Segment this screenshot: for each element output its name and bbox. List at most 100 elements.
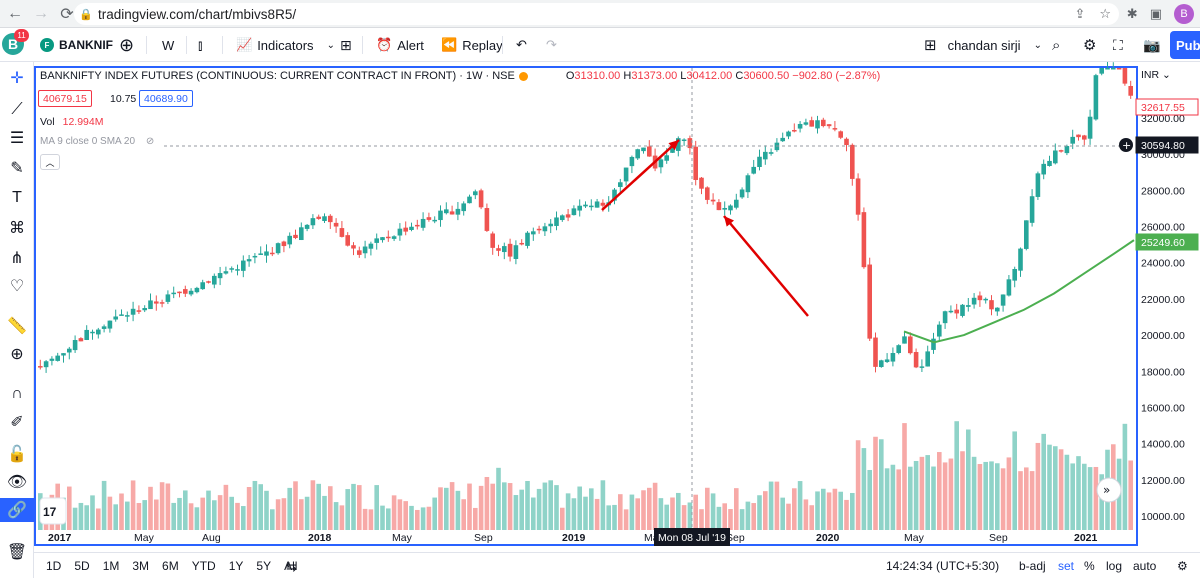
add-alert-icon[interactable] [1119, 138, 1133, 152]
volume-bar [339, 505, 345, 530]
range-button-3m[interactable]: 3M [132, 558, 150, 573]
range-button-1d[interactable]: 1D [46, 558, 62, 573]
redo-icon[interactable]: ↷ [546, 37, 557, 52]
percent-toggle[interactable]: % [1084, 559, 1095, 573]
text-tool-icon[interactable]: T [12, 189, 22, 206]
volume-bar [531, 497, 536, 530]
magnet-icon[interactable]: ∩ [11, 385, 23, 402]
clock-time[interactable]: 14:24:34 (UTC+5:30) [886, 559, 1000, 573]
range-button-5y[interactable]: 5Y [256, 558, 272, 573]
volume-bar [391, 495, 397, 530]
chart-area[interactable]: 32000.00 30000.00 28000.00 26000.00 24000.00… [34, 62, 1200, 548]
candle-body [1000, 294, 1006, 306]
candle-body [328, 215, 333, 223]
symbol-search[interactable]: F BANKNIF [40, 28, 113, 62]
range-button-1m[interactable]: 1M [102, 558, 120, 573]
publish-button[interactable]: Pub [1170, 31, 1200, 59]
log-toggle[interactable]: log [1106, 559, 1123, 573]
replay-button[interactable]: ⏪ Replay [441, 28, 503, 62]
camera-icon[interactable]: 📷 [1143, 36, 1161, 53]
date-range-icon[interactable]: ⇆ [286, 559, 297, 574]
volume-bar [1082, 463, 1087, 530]
sell-price-button[interactable]: 40679.15 [38, 90, 92, 107]
chevron-down-icon: ⌄ [1033, 39, 1042, 51]
undo-icon[interactable]: ↶ [516, 37, 527, 52]
compare-plus-icon[interactable]: ⊕ [119, 34, 135, 55]
volume-bar [177, 497, 182, 530]
volume-bar [821, 488, 826, 530]
prediction-icon[interactable]: ⋔ [10, 250, 24, 267]
collapse-legend-icon[interactable]: ︿ [40, 154, 60, 170]
candle-body [908, 336, 913, 354]
heart-icon[interactable]: ♡ [9, 278, 25, 295]
volume-bar [438, 487, 443, 530]
scroll-realtime-button[interactable] [1096, 477, 1122, 503]
reload-icon[interactable]: ⟳ [60, 5, 74, 23]
lock-icon[interactable]: 🔓 [7, 446, 27, 463]
forward-arrow-icon[interactable]: → [33, 4, 49, 22]
candle-body [444, 209, 449, 214]
volume-bar [223, 484, 229, 530]
range-button-6m[interactable]: 6M [162, 558, 179, 573]
brush-icon[interactable]: ✎ [10, 160, 24, 177]
pattern-icon[interactable]: ⌘ [9, 220, 25, 237]
link-icon[interactable]: 🔗 [0, 498, 34, 522]
candle-body [519, 242, 524, 245]
back-arrow-icon[interactable]: ← [7, 4, 23, 22]
volume-bar [299, 499, 304, 530]
candle-body [1006, 279, 1012, 296]
candle-body [200, 282, 205, 290]
crosshair-icon[interactable]: ✛ [10, 70, 24, 87]
candle-body [832, 128, 838, 130]
badj-toggle[interactable]: b-adj [1019, 559, 1046, 573]
chart-canvas[interactable]: 32000.0030000.0028000.0026000.0024000.00… [34, 62, 1200, 548]
candle-body [879, 360, 884, 368]
alarm-clock-icon: ⏰ [376, 37, 393, 52]
eye-hidden-icon[interactable]: ⊘ [145, 136, 155, 147]
share-icon[interactable]: ⇪ [1074, 6, 1086, 21]
auto-toggle[interactable]: auto [1133, 559, 1157, 573]
volume-bar [264, 490, 269, 530]
settings-gear-icon[interactable]: ⚙ [1083, 37, 1097, 54]
indicators-label: Indicators [257, 37, 314, 53]
candle-body [409, 226, 414, 230]
address-bar[interactable]: 🔒 tradingview.com/chart/mbivs8R5/ ⇪ ☆ [74, 3, 1119, 25]
settings-gear-icon[interactable]: ⚙ [1177, 559, 1188, 573]
bar-style-icon[interactable]: ⫾ [198, 36, 203, 53]
buy-price-button[interactable]: 40689.90 [139, 90, 193, 107]
candle-body [513, 245, 519, 259]
candle-body [995, 307, 1000, 312]
price-tick-label: 16000.00 [1141, 402, 1185, 414]
search-icon[interactable]: ⌕ [1052, 36, 1061, 54]
volume-bar [461, 499, 466, 530]
volume-bar [600, 480, 606, 530]
layout-selector[interactable]: ⊞ chandan sirji ⌄ [924, 28, 1042, 62]
fullscreen-icon[interactable]: ⛶ [1113, 36, 1123, 53]
eye-icon[interactable]: 👁 [6, 474, 28, 491]
zoom-in-icon[interactable]: ⊕ [10, 346, 24, 363]
horizontal-lines-icon[interactable]: ☰ [9, 130, 25, 147]
extensions-icon[interactable]: ✱ [1126, 6, 1138, 21]
volume-bar [519, 489, 524, 530]
indicators-button[interactable]: 📈 Indicators ⌄ [236, 28, 335, 62]
ruler-icon[interactable]: 📏 [7, 318, 27, 335]
trash-icon[interactable]: 🗑 [6, 544, 28, 561]
trend-line-icon[interactable]: ⟋ [11, 101, 23, 118]
volume-value: 12.994M [62, 116, 104, 128]
candle-body [1076, 134, 1081, 138]
side-panel-icon[interactable]: ▣ [1149, 6, 1162, 21]
range-button-5d[interactable]: 5D [74, 558, 90, 573]
low-value: 30412.00 [686, 70, 733, 82]
interval-button[interactable]: W [162, 37, 175, 53]
profile-avatar[interactable]: B [1174, 4, 1194, 24]
settlement-toggle[interactable]: set [1058, 559, 1075, 573]
layout-grid-icon[interactable]: ⊞ [340, 36, 352, 53]
candle-body [960, 304, 965, 316]
alert-button[interactable]: ⏰ Alert [376, 28, 424, 62]
range-button-ytd[interactable]: YTD [191, 558, 216, 573]
pencil-lock-icon[interactable]: ✐ [10, 414, 24, 431]
range-button-all[interactable]: All [284, 558, 298, 573]
range-button-1y[interactable]: 1Y [228, 558, 244, 573]
url-text[interactable]: tradingview.com/chart/mbivs8R5/ [98, 6, 297, 22]
bookmark-star-icon[interactable]: ☆ [1099, 6, 1111, 21]
